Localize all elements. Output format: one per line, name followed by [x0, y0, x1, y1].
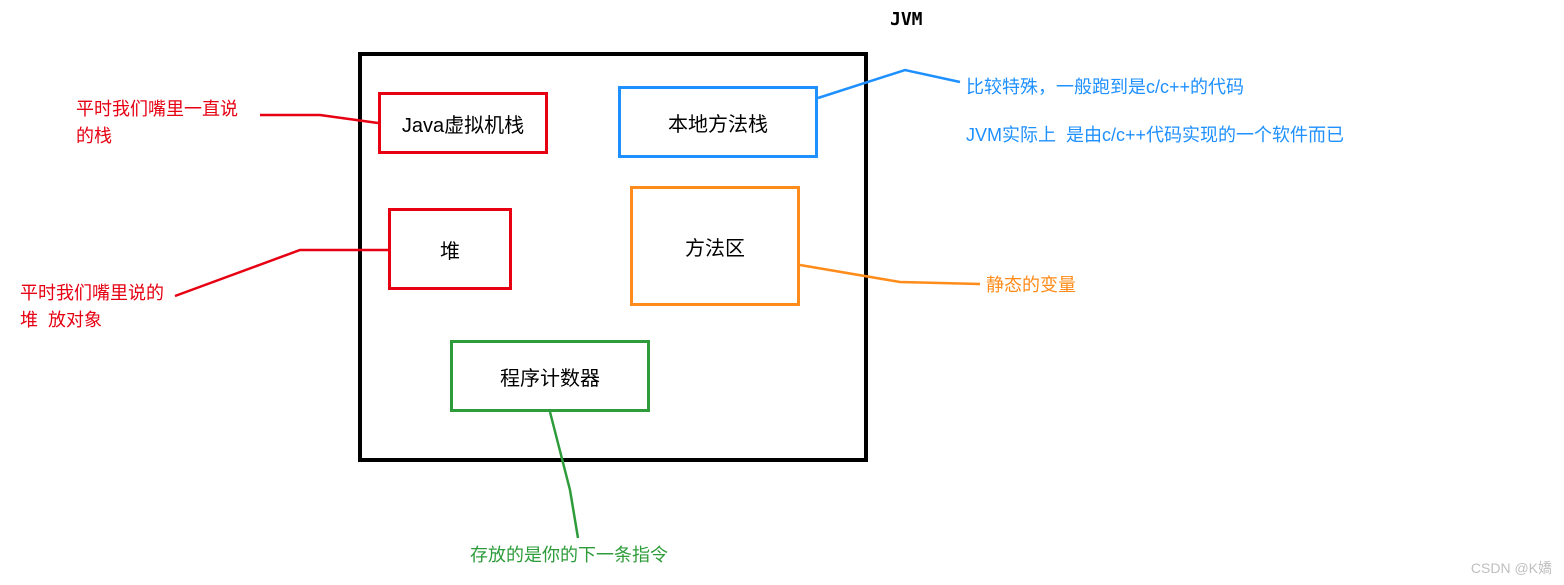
- box-heap: 堆: [388, 208, 512, 290]
- watermark: CSDN @K嬌: [1471, 558, 1552, 579]
- box-pc-register-label: 程序计数器: [500, 362, 600, 391]
- annotation-stack: 平时我们嘴里一直说 的栈: [76, 96, 238, 150]
- box-java-stack: Java虚拟机栈: [378, 92, 548, 154]
- box-method-area: 方法区: [630, 186, 800, 306]
- connector-heap: [175, 250, 388, 296]
- box-pc-register: 程序计数器: [450, 340, 650, 412]
- annotation-method: 静态的变量: [986, 272, 1076, 299]
- annotation-heap: 平时我们嘴里说的 堆 放对象: [20, 280, 164, 334]
- annotation-native-1: 比较特殊，一般跑到是c/c++的代码: [966, 74, 1244, 101]
- annotation-native-2: JVM实际上 是由c/c++代码实现的一个软件而已: [966, 122, 1344, 149]
- box-heap-label: 堆: [440, 235, 460, 264]
- box-native-stack-label: 本地方法栈: [668, 108, 768, 137]
- annotation-pc: 存放的是你的下一条指令: [470, 542, 668, 569]
- diagram-title: JVM: [890, 6, 923, 33]
- box-native-stack: 本地方法栈: [618, 86, 818, 158]
- box-java-stack-label: Java虚拟机栈: [402, 109, 524, 138]
- box-method-area-label: 方法区: [685, 232, 745, 261]
